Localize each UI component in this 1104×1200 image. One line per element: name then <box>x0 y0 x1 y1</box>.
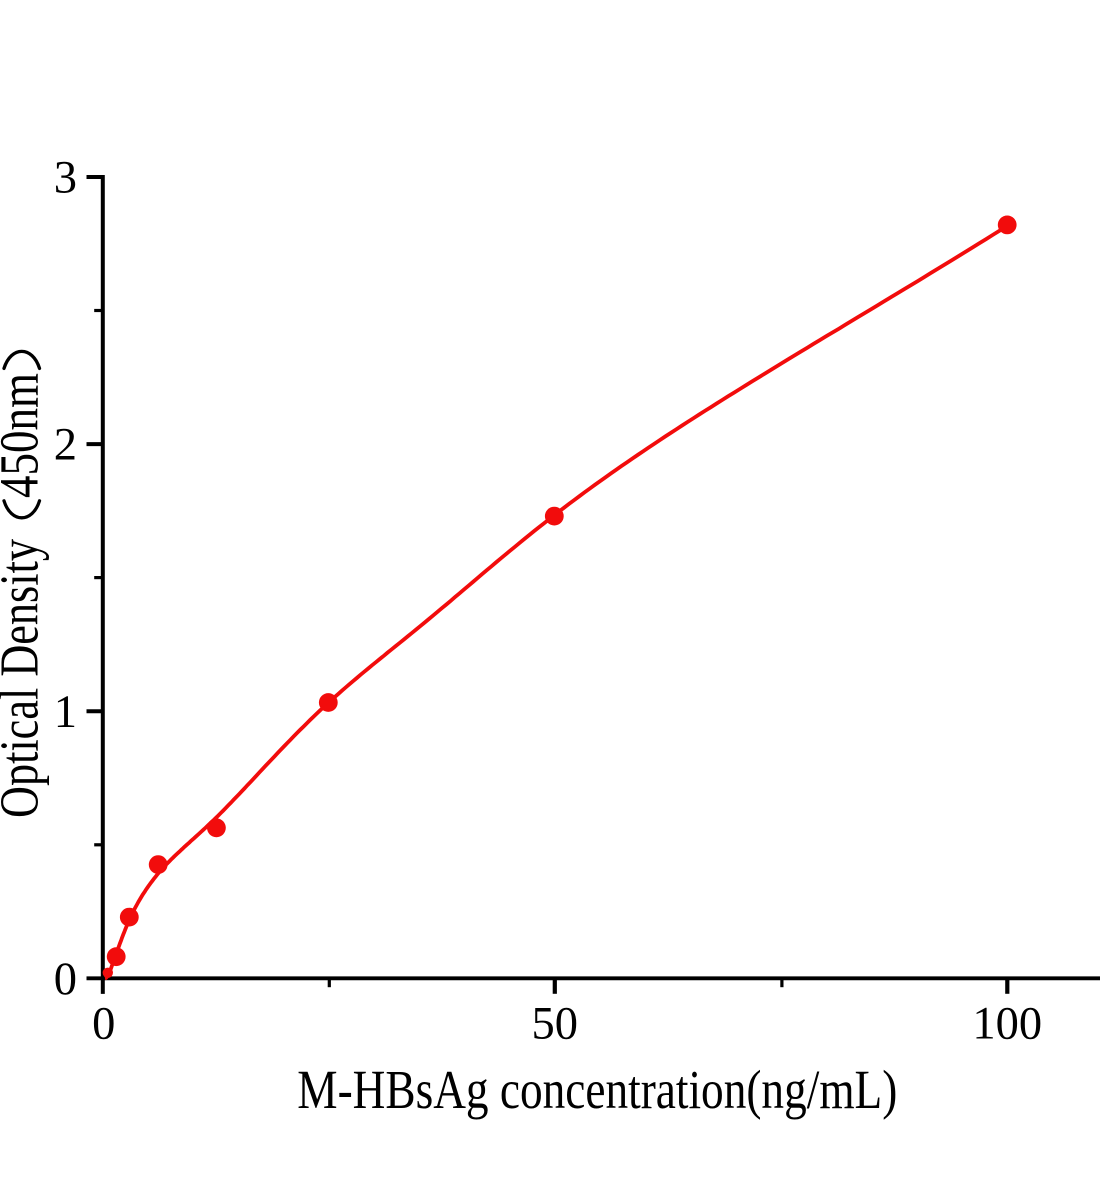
svg-text:50: 50 <box>532 999 579 1050</box>
svg-text:M-HBsAg concentration(ng/mL): M-HBsAg concentration(ng/mL) <box>297 1059 897 1120</box>
svg-text:100: 100 <box>972 999 1042 1050</box>
svg-text:0: 0 <box>54 954 77 1005</box>
svg-text:0: 0 <box>92 999 115 1050</box>
svg-text:Optical Density: Optical Density <box>0 539 50 818</box>
svg-text:2: 2 <box>54 420 77 471</box>
svg-text:3: 3 <box>54 153 77 204</box>
svg-text:450nm: 450nm <box>0 373 50 498</box>
svg-text:1: 1 <box>54 687 77 738</box>
